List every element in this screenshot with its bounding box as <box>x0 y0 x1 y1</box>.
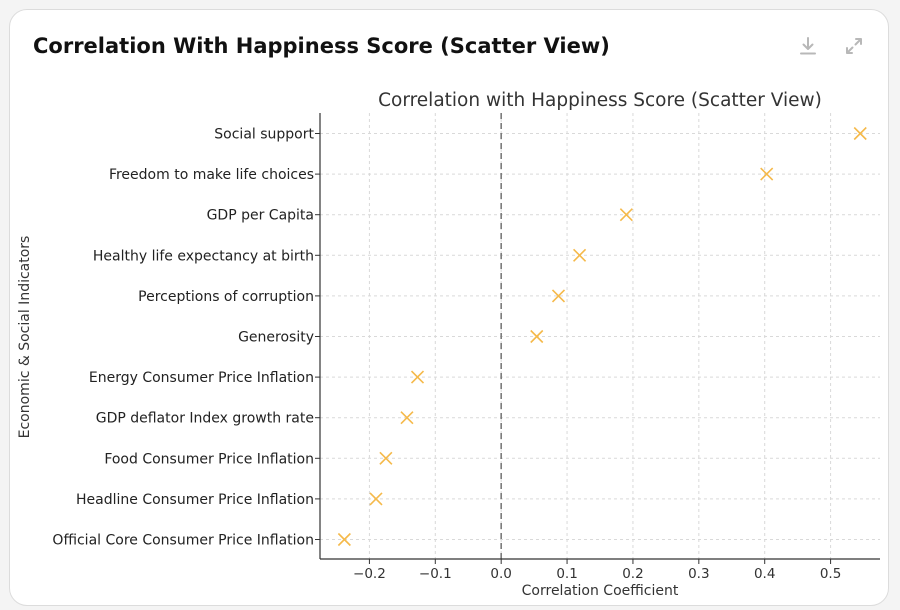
expand-button[interactable] <box>842 34 866 58</box>
x-tick-label: −0.1 <box>419 566 452 582</box>
data-point <box>530 329 544 344</box>
data-point <box>400 411 414 425</box>
y-tick-label: GDP deflator Index growth rate <box>96 411 314 427</box>
x-tick-label: 0.1 <box>556 566 577 582</box>
chart-title: Correlation with Happiness Score (Scatte… <box>378 90 822 111</box>
grid-lines <box>320 113 880 559</box>
x-marker <box>369 492 383 506</box>
y-tick-labels: Social support Freedom to make life choic… <box>52 127 320 549</box>
y-tick-label: Social support <box>214 127 314 143</box>
x-tick-label: 0.2 <box>622 566 643 582</box>
x-tick-label: 0.3 <box>688 566 709 582</box>
x-marker <box>619 208 633 222</box>
x-axis-label: Correlation Coefficient <box>522 583 679 599</box>
data-point <box>369 492 383 506</box>
card-title: Correlation With Happiness Score (Scatte… <box>33 34 610 58</box>
y-tick-label: Headline Consumer Price Inflation <box>76 492 314 508</box>
x-marker <box>760 167 774 181</box>
y-axis-label: Economic & Social Indicators <box>17 236 33 439</box>
download-icon <box>800 37 816 55</box>
x-marker <box>853 126 867 141</box>
y-tick-label: Official Core Consumer Price Inflation <box>52 533 314 549</box>
x-tick-label: −0.2 <box>353 566 386 582</box>
y-tick-label: Generosity <box>238 330 314 346</box>
y-tick-label: GDP per Capita <box>207 208 314 224</box>
x-tick-labels: −0.2 −0.1 0.0 0.1 0.2 0.3 0.4 0.5 <box>353 559 841 582</box>
x-marker <box>530 329 544 344</box>
chart-card: Correlation With Happiness Score (Scatte… <box>9 9 889 606</box>
x-marker <box>410 370 425 384</box>
card-toolbar <box>796 34 866 58</box>
data-point <box>379 451 393 465</box>
y-tick-label: Food Consumer Price Inflation <box>104 451 314 467</box>
data-point <box>410 370 425 384</box>
x-tick-label: 0.4 <box>754 566 775 582</box>
data-point <box>760 167 774 181</box>
y-tick-label: Healthy life expectancy at birth <box>93 248 314 264</box>
download-button[interactable] <box>796 34 820 58</box>
expand-icon <box>846 38 862 54</box>
y-tick-label: Perceptions of corruption <box>138 289 314 305</box>
data-points <box>337 126 867 547</box>
x-marker <box>573 248 587 262</box>
data-point <box>337 532 351 547</box>
x-tick-label: 0.5 <box>820 566 841 582</box>
x-marker <box>551 289 566 303</box>
data-point <box>573 248 587 262</box>
x-marker <box>379 451 393 465</box>
x-marker <box>400 411 414 425</box>
data-point <box>551 289 566 303</box>
y-tick-label: Energy Consumer Price Inflation <box>89 370 314 386</box>
y-tick-label: Freedom to make life choices <box>109 167 314 183</box>
x-marker <box>337 532 351 547</box>
data-point <box>619 208 633 222</box>
data-point <box>853 126 867 141</box>
x-tick-label: 0.0 <box>490 566 511 582</box>
